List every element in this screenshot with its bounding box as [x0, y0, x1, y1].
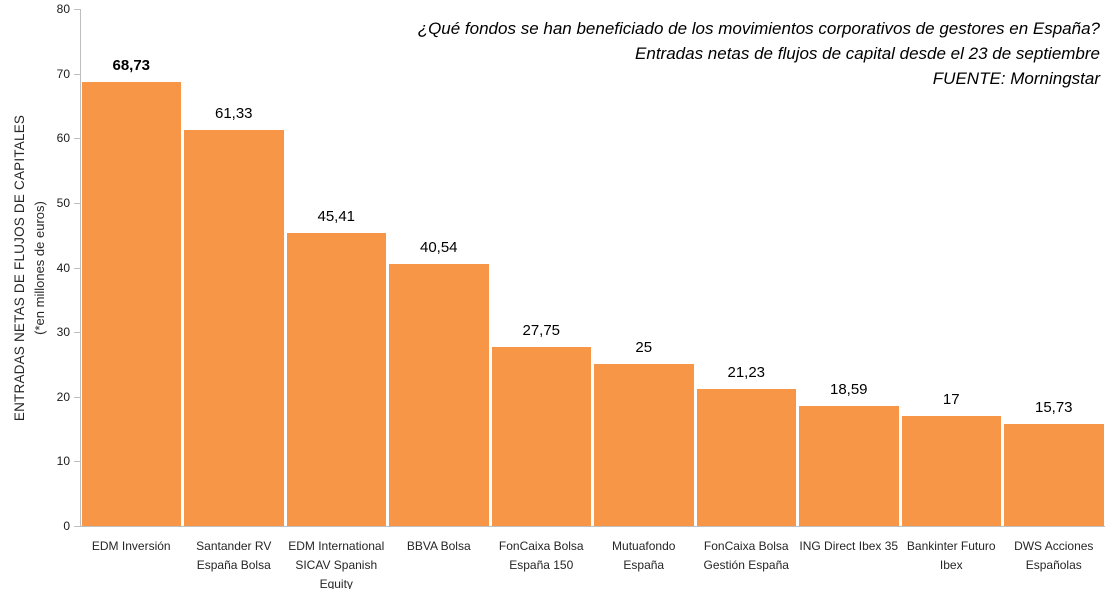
bar	[799, 405, 899, 526]
bar	[1004, 424, 1104, 526]
y-tick-label: 70	[56, 66, 70, 81]
y-tick-label: 40	[56, 260, 70, 275]
bar	[491, 346, 591, 526]
bar-value-label: 18,59	[829, 380, 868, 398]
bar-value-label: 61,33	[214, 104, 253, 122]
bar	[81, 81, 181, 526]
x-category-label: EDM International SICAV Spanish Equity	[288, 539, 385, 589]
y-tick-label: 30	[56, 325, 70, 340]
bar	[696, 388, 796, 526]
y-axis-line	[80, 9, 81, 526]
y-tick-mark	[74, 526, 80, 527]
x-category-label: Santander RV España Bolsa	[196, 539, 272, 572]
y-tick-label: 10	[56, 454, 70, 469]
y-tick-label: 20	[56, 389, 70, 404]
bar	[286, 232, 386, 526]
bar	[184, 129, 284, 526]
chart-source-line: FUENTE: Morningstar	[932, 69, 1100, 88]
x-category-label: FonCaixa Bolsa Gestión España	[703, 539, 789, 572]
x-axis-line	[74, 526, 1105, 527]
y-tick-mark	[74, 9, 80, 10]
chart-title: ¿Qué fondos se han beneficiado de los mo…	[418, 16, 1100, 91]
bar-value-label: 40,54	[419, 239, 458, 256]
bar-value-label: 15,73	[1034, 399, 1073, 417]
bar-value-label: 68,73	[112, 56, 151, 74]
y-tick-mark	[74, 396, 80, 398]
y-tick-label: 60	[56, 131, 70, 146]
y-tick-mark	[74, 461, 80, 463]
x-category-label: Bankinter Futuro Ibex	[906, 539, 996, 572]
chart-title-line-1: ¿Qué fondos se han beneficiado de los mo…	[417, 19, 1100, 38]
y-tick-label: 50	[56, 195, 70, 210]
y-tick-mark	[74, 138, 80, 140]
x-category-label: BBVA Bolsa	[406, 539, 471, 553]
x-category-label: ING Direct Ibex 35	[799, 539, 899, 553]
bar-value-label: 25	[635, 339, 653, 357]
x-category-label: Mutuafondo España	[612, 539, 676, 572]
y-tick-mark	[74, 267, 80, 269]
bar-value-label: 45,41	[317, 207, 356, 225]
chart-title-line-2: Entradas netas de flujos de capital desd…	[635, 44, 1100, 63]
y-tick-mark	[74, 332, 80, 334]
bar-value-label: 27,75	[522, 321, 561, 339]
bar	[594, 364, 694, 526]
x-category-label: DWS Acciones Españolas	[1014, 539, 1094, 572]
bar	[389, 264, 489, 526]
y-axis-title-line-1: ENTRADAS NETAS DE FLUJOS DE CAPITALES	[12, 114, 27, 422]
bar-value-label: 21,23	[727, 363, 766, 381]
y-tick-label: 0	[63, 519, 70, 533]
y-tick-label: 80	[56, 2, 70, 16]
y-tick-mark	[74, 202, 80, 204]
bar-value-label: 17	[942, 391, 960, 409]
x-category-label: EDM Inversión	[91, 539, 171, 553]
x-category-label: FonCaixa Bolsa España 150	[498, 539, 584, 572]
y-tick-mark	[74, 73, 80, 75]
bar	[901, 416, 1001, 526]
